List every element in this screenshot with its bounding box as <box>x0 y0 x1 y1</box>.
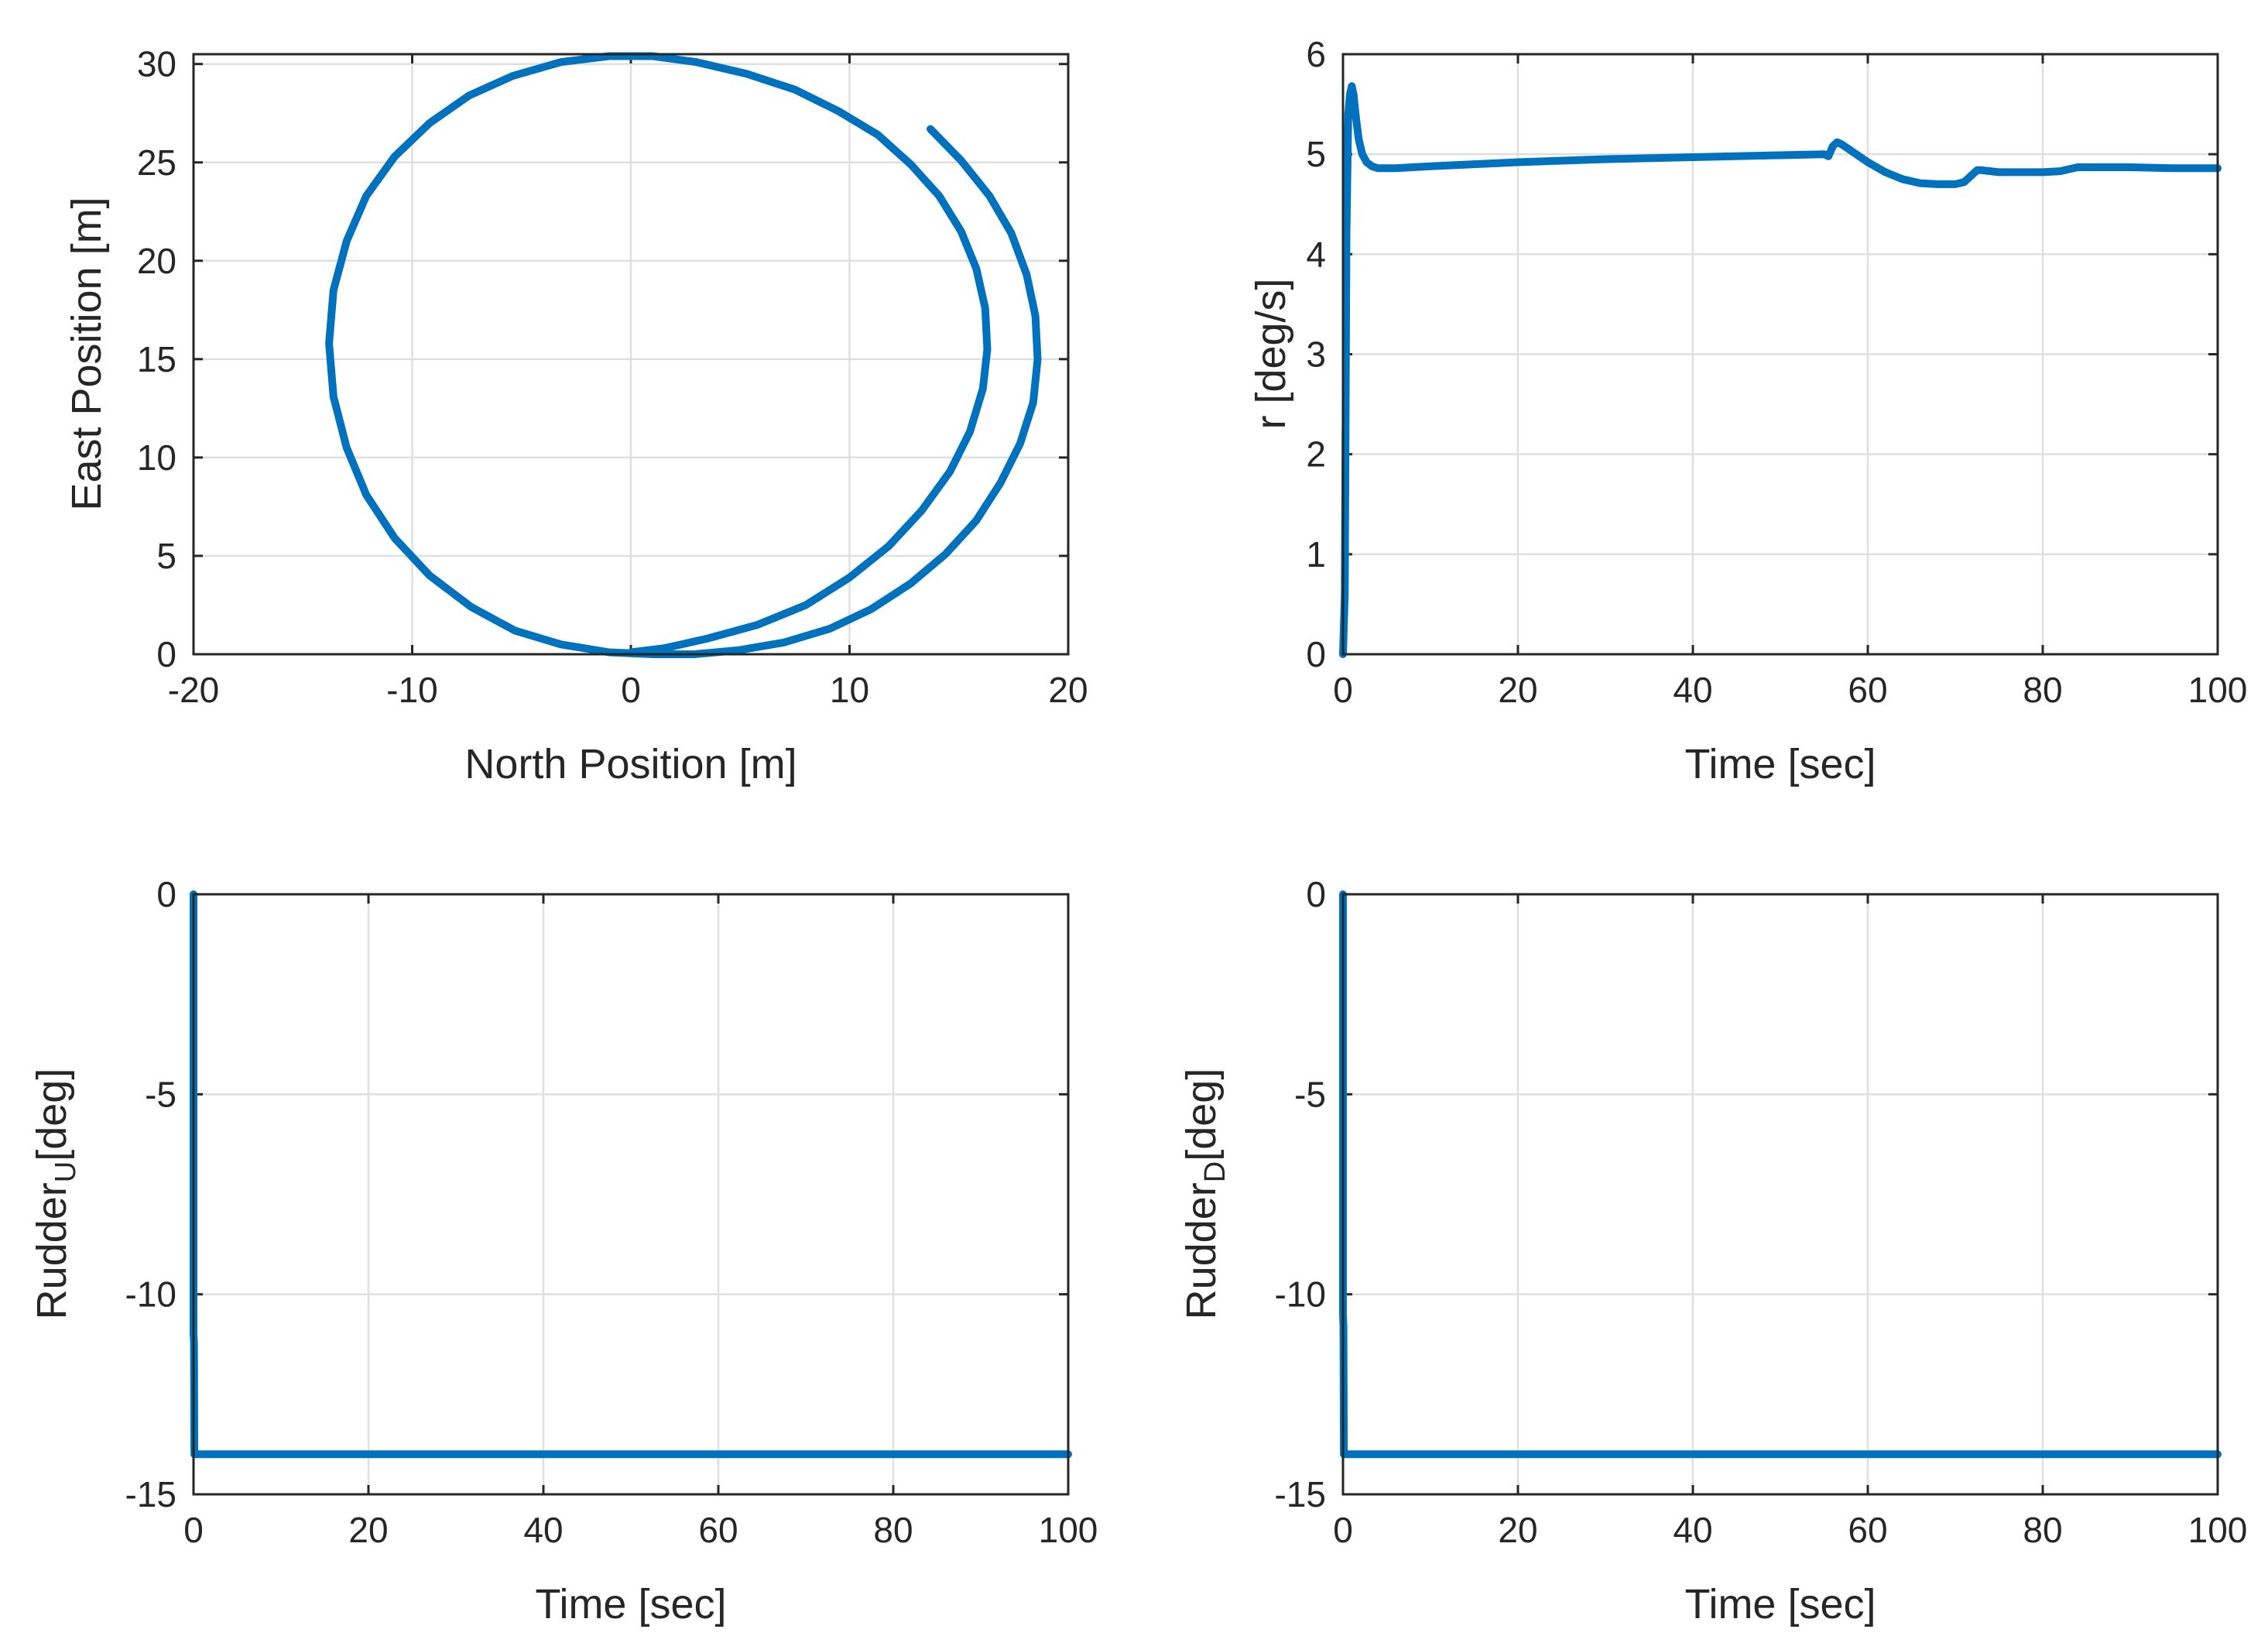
axes-box <box>192 893 1070 1496</box>
y-tick-label: -15 <box>125 1474 176 1514</box>
x-tick-label: 80 <box>873 1510 913 1550</box>
y-axis-label-main: Rudder <box>1178 1182 1225 1319</box>
y-tick-label: 30 <box>137 44 176 84</box>
axes-box <box>1341 893 2219 1496</box>
x-tick-label: 0 <box>183 1510 204 1550</box>
x-tick-label: -20 <box>168 670 219 710</box>
y-tick-label: -10 <box>125 1274 176 1315</box>
x-tick-label: 80 <box>2023 1510 2062 1550</box>
x-tick-label: 80 <box>2023 670 2062 710</box>
y-tick-label: 1 <box>1306 534 1326 574</box>
y-tick-label: -10 <box>1275 1274 1326 1315</box>
y-axis-label-unit: [deg] <box>29 1068 75 1161</box>
series-line <box>1339 82 2222 658</box>
ticks: -20 -10 0 10 20 0 5 10 15 20 25 30 <box>137 44 1088 710</box>
y-tick-label: 25 <box>137 142 176 183</box>
y-tick-label: 4 <box>1306 234 1326 274</box>
y-tick-label: 3 <box>1306 334 1326 375</box>
y-axis-label: RudderU[deg] <box>29 1068 82 1320</box>
y-axis-label-subscript: U <box>50 1161 82 1182</box>
x-tick-label: 40 <box>523 1510 563 1550</box>
y-tick-label: 20 <box>137 241 176 281</box>
y-tick-label: 5 <box>1306 134 1326 174</box>
x-tick-label: 40 <box>1673 1510 1712 1550</box>
x-tick-label: 60 <box>1848 1510 1887 1550</box>
y-tick-label: 6 <box>1306 34 1326 74</box>
x-tick-label: 10 <box>830 670 869 710</box>
x-tick-label: 100 <box>2188 1510 2248 1550</box>
panel-rudder-lower: 0 20 40 60 80 100 -15 -10 -5 0 Time [sec] RudderD… <box>1178 874 2247 1627</box>
ticks: 0 20 40 60 80 100 -15 -10 -5 0 <box>1275 874 2248 1550</box>
x-tick-label: 20 <box>1498 670 1537 710</box>
x-tick-label: -10 <box>386 670 437 710</box>
y-axis-label-main: Rudder <box>29 1182 75 1319</box>
x-tick-label: 60 <box>1848 670 1887 710</box>
y-axis-label-subscript: D <box>1199 1161 1232 1182</box>
y-tick-label: 0 <box>156 874 176 914</box>
y-tick-label: 2 <box>1306 434 1326 475</box>
y-axis-label: RudderD[deg] <box>1178 1068 1232 1320</box>
y-tick-label: -5 <box>145 1074 176 1114</box>
y-axis-label-unit: [deg] <box>1178 1068 1225 1161</box>
ticks: 0 20 40 60 80 100 -15 -10 -5 0 <box>125 874 1098 1550</box>
axes-frame <box>192 893 1070 1496</box>
x-tick-label: 20 <box>348 1510 388 1550</box>
y-tick-label: 0 <box>1306 874 1326 914</box>
axes-frame <box>1341 53 2219 656</box>
x-tick-label: 40 <box>1673 670 1712 710</box>
y-axis-label: East Position [m] <box>63 197 110 510</box>
x-axis-label: Time [sec] <box>1684 741 1876 787</box>
x-tick-label: 20 <box>1048 670 1088 710</box>
y-tick-label: -5 <box>1294 1074 1326 1114</box>
x-tick-label: 100 <box>2188 670 2248 710</box>
y-tick-label: 15 <box>137 339 176 379</box>
y-tick-label: 0 <box>156 634 176 674</box>
x-axis-label: Time [sec] <box>535 1581 726 1627</box>
y-tick-label: 5 <box>156 536 176 576</box>
y-tick-label: 0 <box>1306 634 1326 674</box>
series-line <box>325 52 1042 658</box>
panel-rudder-upper: 0 20 40 60 80 100 -15 -10 -5 0 Time [sec] RudderU… <box>29 874 1098 1627</box>
axes-frame <box>192 53 1070 656</box>
grid <box>194 894 1068 1494</box>
axes-frame <box>1341 893 2219 1496</box>
x-tick-label: 0 <box>1333 1510 1353 1550</box>
x-tick-label: 0 <box>1333 670 1353 710</box>
x-tick-label: 20 <box>1498 1510 1537 1550</box>
x-axis-label: North Position [m] <box>464 741 797 787</box>
y-tick-label: -15 <box>1275 1474 1326 1514</box>
grid <box>1343 894 2218 1494</box>
x-axis-label: Time [sec] <box>1684 1581 1876 1627</box>
y-tick-label: 10 <box>137 437 176 478</box>
series <box>325 52 1042 658</box>
panel-yaw-rate: 0 20 40 60 80 100 0 1 2 3 4 5 6 Time [sec] r [deg/s] <box>1248 34 2247 787</box>
panel-trajectory: -20 -10 0 10 20 0 5 10 15 20 25 30 North Position [… <box>63 44 1088 787</box>
x-tick-label: 60 <box>698 1510 738 1550</box>
series <box>1339 82 2222 658</box>
x-tick-label: 0 <box>621 670 641 710</box>
y-axis-label: r [deg/s] <box>1248 278 1294 429</box>
x-tick-label: 100 <box>1039 1510 1098 1550</box>
